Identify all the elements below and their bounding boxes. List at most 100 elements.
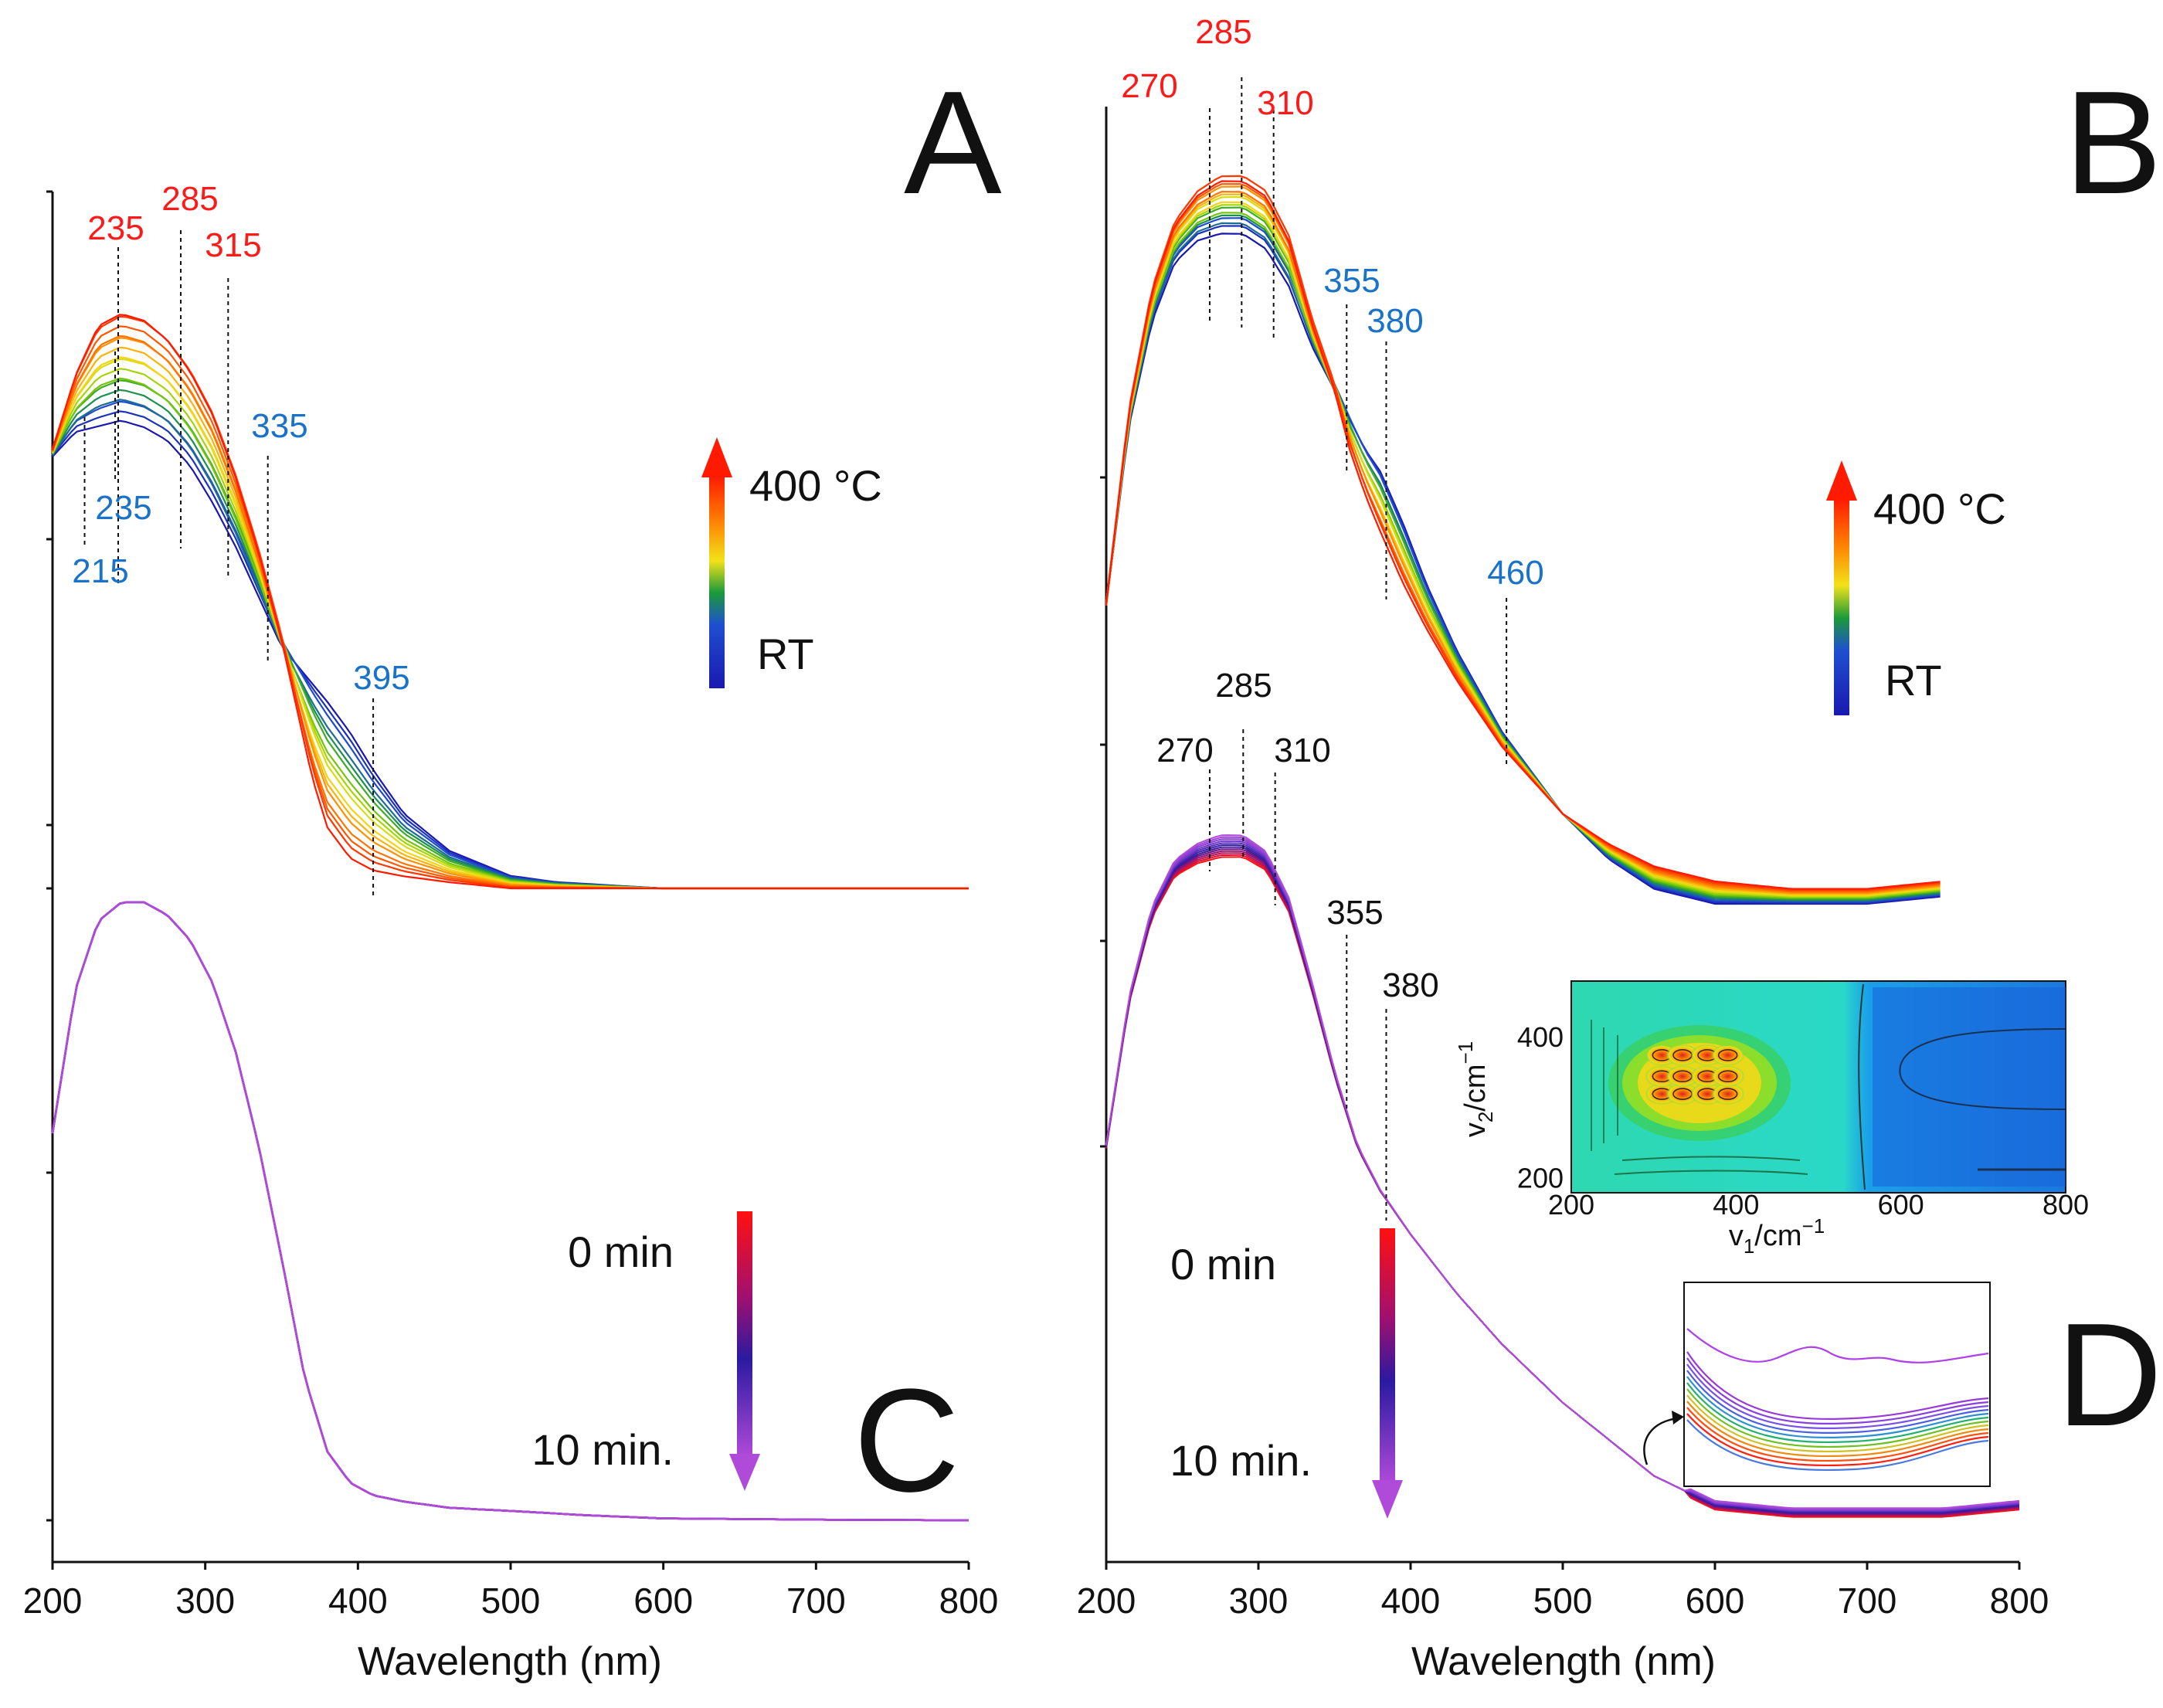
temperature-gradient-bar — [1834, 499, 1849, 715]
series-line — [1105, 201, 1941, 896]
zoom-series-line — [1686, 1382, 1989, 1444]
legend-bottom-label: RT — [1885, 656, 1942, 705]
zoom-series-line — [1686, 1394, 1989, 1453]
x-axis-ticks-left: 200 300 400 500 600 700 800 — [23, 1562, 999, 1621]
zoom-series-line — [1686, 1363, 1989, 1429]
hot-spot — [1666, 1044, 1700, 1066]
peak-label: 460 — [1487, 554, 1543, 592]
arrow-down-icon — [1372, 1480, 1403, 1519]
inset-y-tick-label: 200 — [1517, 1163, 1564, 1194]
hot-spot — [1666, 1065, 1700, 1088]
inset-x-tick-label: 600 — [1878, 1189, 1924, 1221]
legend-bottom-label: RT — [757, 630, 814, 678]
zoom-series-line — [1686, 1357, 1989, 1424]
panel-b-curves — [1105, 175, 1941, 905]
hot-spot — [1710, 1044, 1745, 1066]
peak-label: 285 — [161, 180, 218, 218]
inset-x-ticks: 200 400 600 800 — [1548, 1189, 2089, 1221]
legend-top-label: 0 min — [568, 1228, 674, 1276]
x-tick-label: 300 — [1229, 1581, 1289, 1621]
arrow-down-icon — [729, 1454, 760, 1491]
contour-ring — [1717, 1070, 1738, 1083]
inset-zoom-tail — [1643, 1282, 1991, 1487]
series-line — [51, 901, 969, 1522]
x-axis-label-right: Wavelength (nm) — [1411, 1639, 1716, 1684]
series-line — [1105, 185, 1941, 894]
peak-label: 215 — [72, 552, 128, 590]
x-axis-ticks-right: 200 300 400 500 600 700 800 — [1077, 1562, 2049, 1621]
legend-top-label: 400 °C — [749, 461, 882, 510]
peak-label: 270 — [1121, 67, 1177, 105]
zoom-series-line — [1686, 1413, 1989, 1467]
series-line — [1105, 196, 1941, 897]
peak-label: 235 — [95, 489, 151, 527]
x-tick-label: 400 — [1381, 1581, 1441, 1621]
inset-x-tick-label: 800 — [2042, 1189, 2089, 1221]
series-line — [1105, 175, 1941, 891]
legend-top-label: 400 °C — [1873, 484, 2006, 533]
hot-spot — [1710, 1083, 1745, 1105]
x-tick-label: 600 — [633, 1581, 693, 1621]
series-line — [51, 901, 969, 1522]
inset-y-tick-label: 400 — [1517, 1021, 1564, 1053]
panel-label-a: A — [904, 61, 1002, 225]
contour-ring — [1717, 1049, 1738, 1061]
zoom-series-line — [1686, 1328, 1989, 1363]
inset-y-ticks: 200 400 — [1517, 1021, 1564, 1194]
zoom-series-line — [1686, 1370, 1989, 1434]
peak-label: 335 — [251, 407, 307, 445]
peak-label: 285 — [1195, 13, 1251, 51]
x-tick-label: 700 — [786, 1581, 846, 1621]
peak-label: 355 — [1323, 262, 1380, 300]
x-tick-label: 500 — [1533, 1581, 1593, 1621]
x-tick-label: 800 — [1990, 1581, 2049, 1621]
legend-top-label: 0 min — [1170, 1240, 1276, 1289]
legend-bottom-label: 10 min. — [1170, 1436, 1312, 1485]
x-tick-label: 200 — [1077, 1581, 1136, 1621]
peak-label: 310 — [1257, 84, 1313, 122]
series-line — [1105, 190, 1941, 893]
series-line — [51, 901, 969, 1522]
series-line — [51, 315, 969, 890]
inset-x-label: v1/cm−1 — [1729, 1214, 1825, 1258]
zoom-series-line — [1686, 1407, 1989, 1462]
peak-label: 315 — [205, 226, 261, 264]
temperature-legend-a: 400 °C RT — [701, 437, 882, 688]
series-line — [51, 901, 969, 1522]
inset-x-tick-label: 400 — [1713, 1189, 1759, 1221]
inset-x-tick-label: 200 — [1548, 1189, 1594, 1221]
x-tick-label: 800 — [939, 1581, 999, 1621]
x-axis-label-left: Wavelength (nm) — [358, 1639, 662, 1684]
peak-label: 285 — [1215, 667, 1272, 705]
panel-label-b: B — [2064, 61, 2162, 225]
inset-2d-correlation: 200 400 600 800 200 400 v1/cm−1 v2/cm−1 — [1454, 980, 2089, 1258]
contour-ring — [1717, 1088, 1738, 1100]
panel-a-annotations: 235 285 315 215 235 335 395 — [72, 180, 410, 899]
panel-label-c: C — [854, 1359, 959, 1523]
series-line — [1105, 193, 1941, 895]
peak-label: 235 — [87, 209, 144, 247]
hot-spot — [1666, 1083, 1700, 1105]
zoom-series-line — [1686, 1401, 1989, 1458]
zoom-series-line — [1686, 1376, 1989, 1439]
x-tick-label: 600 — [1686, 1581, 1745, 1621]
zoom-series-line — [1686, 1388, 1989, 1448]
right-axes: 200 300 400 500 600 700 800 Wavelength (nm) — [1077, 107, 2049, 1684]
temperature-legend-b: 400 °C RT — [1826, 460, 2006, 715]
peak-label: 395 — [353, 659, 409, 697]
arrow-up-icon — [701, 437, 732, 477]
arrow-up-icon — [1826, 460, 1857, 501]
panel-a-curves — [51, 314, 969, 890]
peak-label: 380 — [1382, 966, 1438, 1004]
left-axes: 200 300 400 500 600 700 800 Wavelength (nm) — [23, 190, 999, 1684]
series-line — [1105, 180, 1941, 890]
series-line — [1105, 183, 1941, 892]
zoom-series-line — [1686, 1351, 1989, 1420]
time-legend-d: 0 min 10 min. — [1170, 1228, 1403, 1519]
panel-d-curves — [1105, 834, 2020, 1518]
time-legend-c: 0 min 10 min. — [531, 1211, 760, 1491]
temperature-gradient-bar — [709, 476, 725, 688]
x-tick-label: 500 — [481, 1581, 541, 1621]
